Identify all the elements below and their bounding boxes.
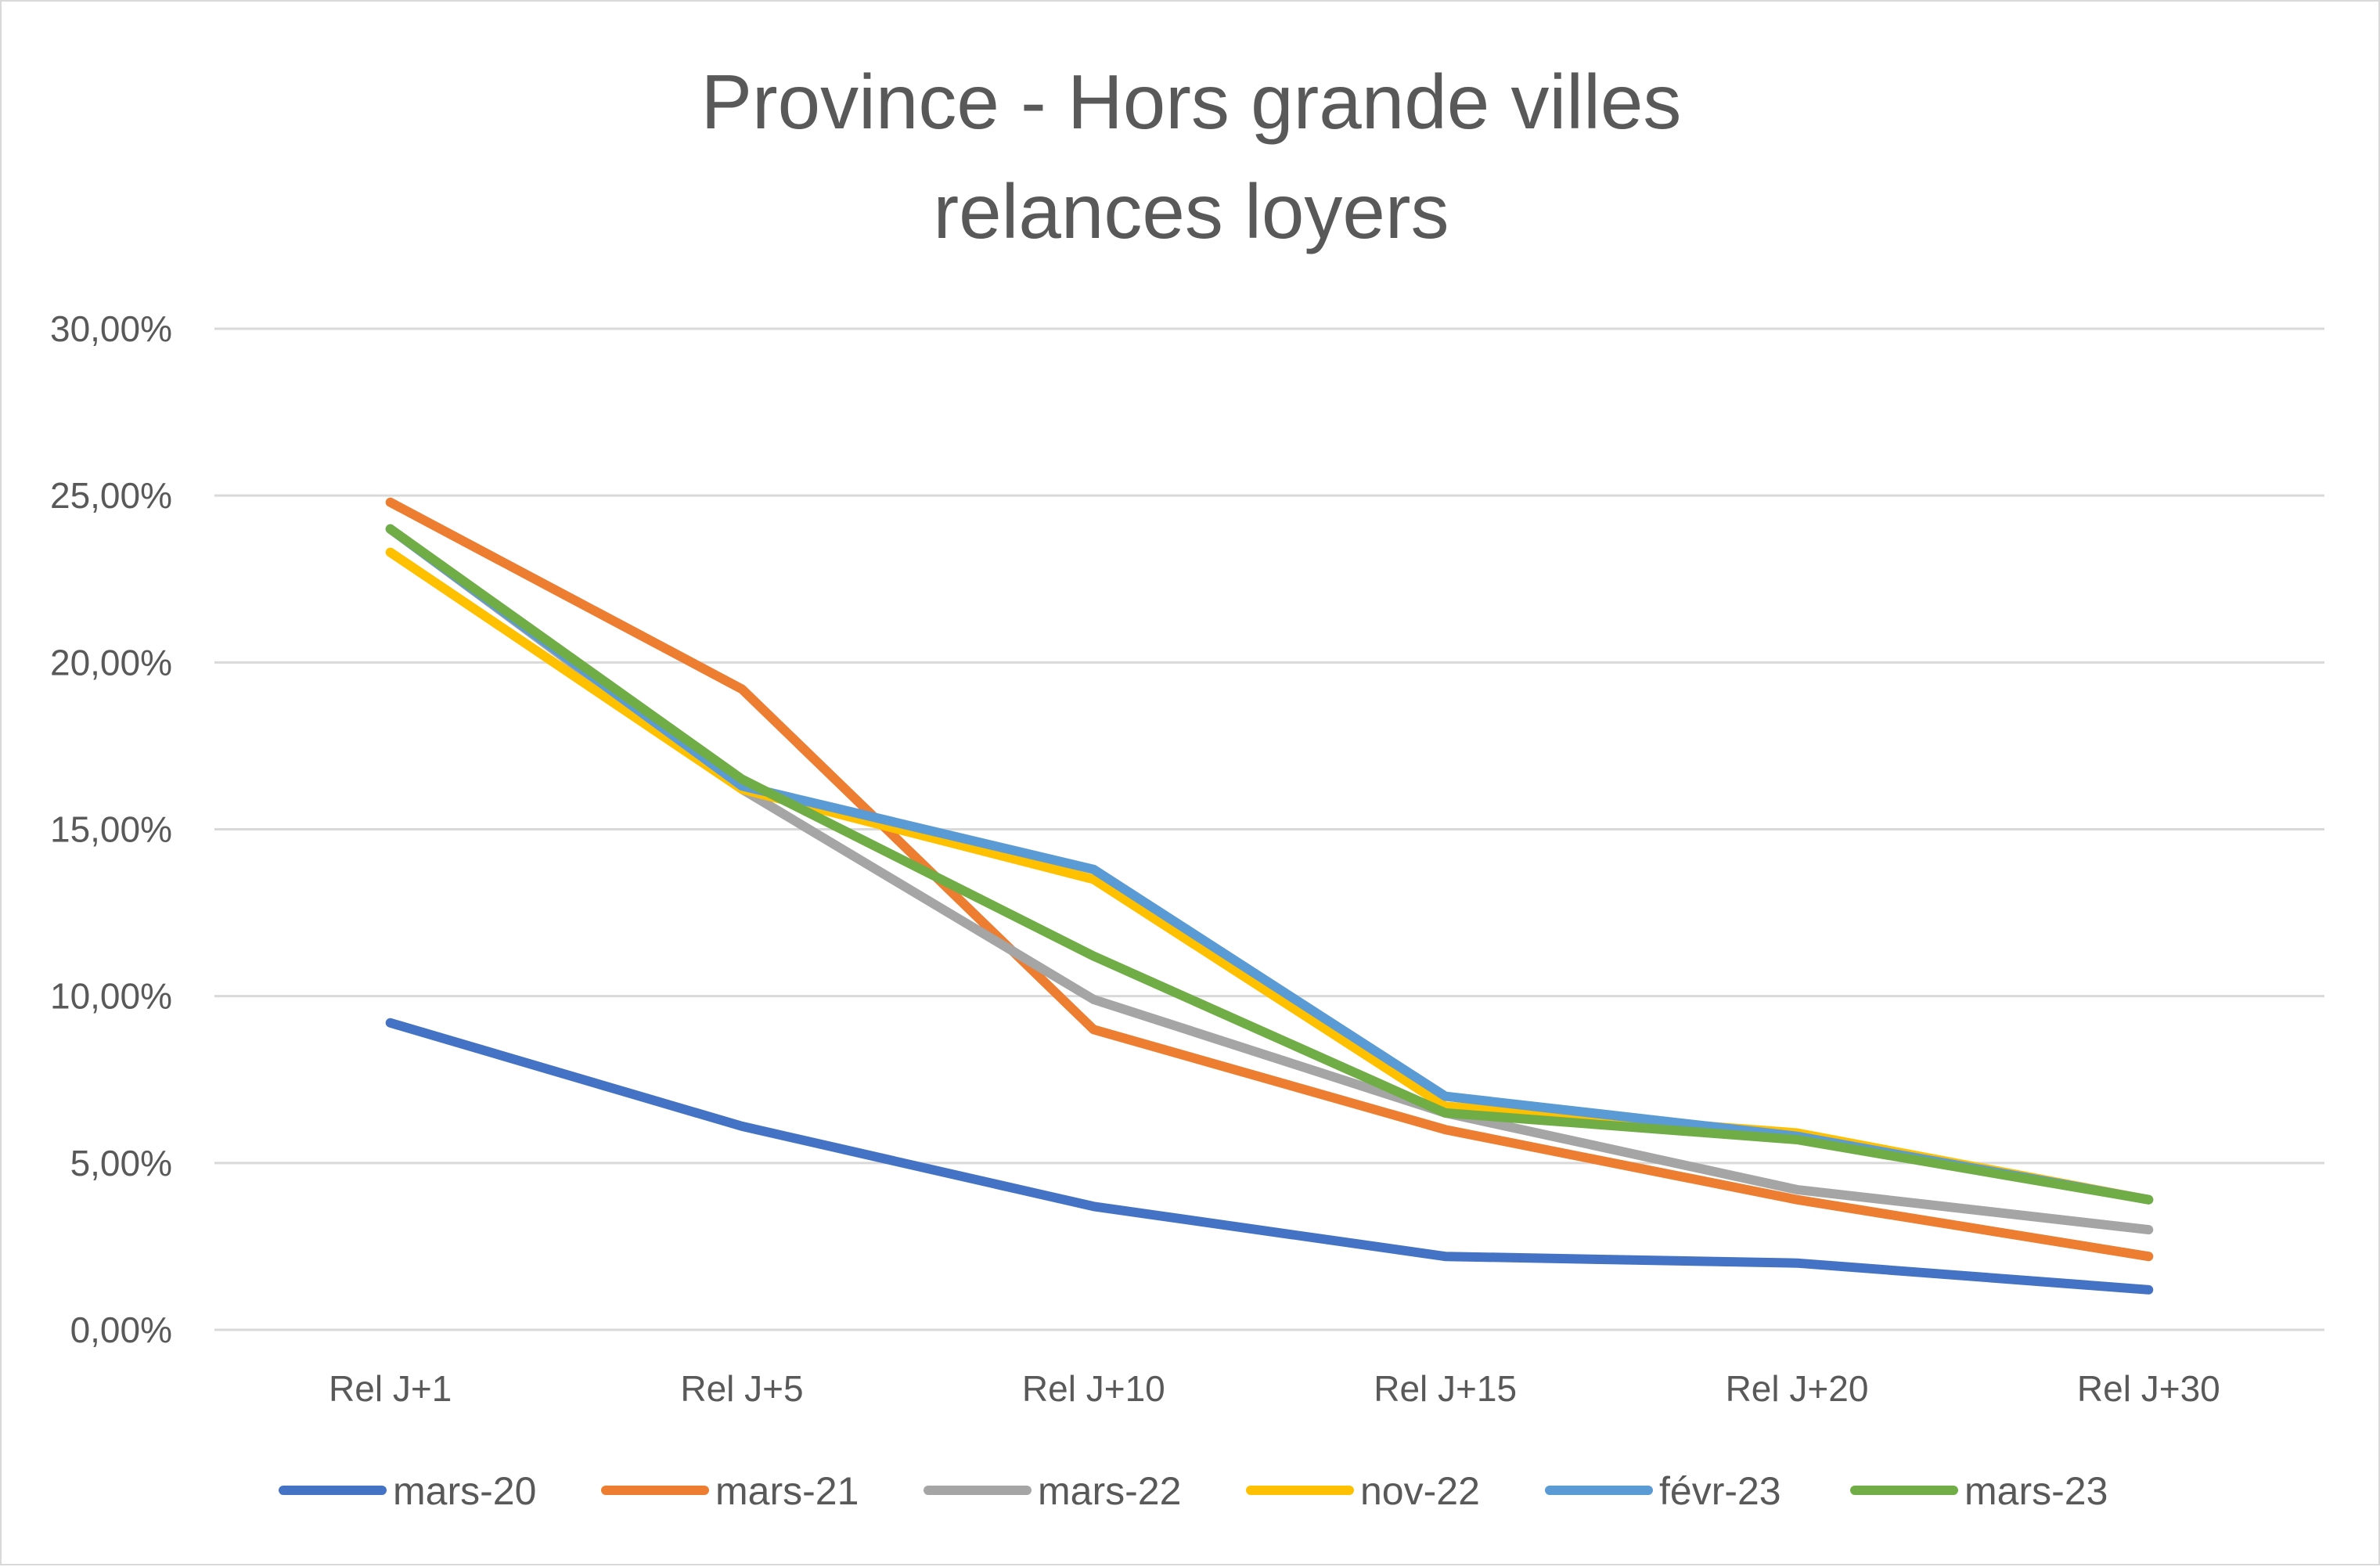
series-line-mars-20	[385, 1018, 2154, 1295]
y-axis-tick-labels: 0,00% 5,00% 10,00% 15,00% 20,00% 25,00% 30,00%	[50, 308, 172, 1350]
legend: mars-20 mars-21 mars-22 nov-22 févr-23 mars-2…	[279, 1469, 2108, 1513]
legend-label-nov-22: nov-22	[1360, 1469, 1480, 1513]
legend-label-mars-21: mars-21	[715, 1469, 859, 1513]
y-tick-label: 5,00%	[70, 1143, 172, 1183]
y-tick-label: 20,00%	[50, 642, 172, 683]
series-line-mars-23	[385, 524, 2154, 1205]
legend-label-mars-20: mars-20	[393, 1469, 536, 1513]
series-lines	[385, 497, 2154, 1295]
x-tick-label: Rel J+10	[1022, 1368, 1165, 1409]
legend-label-mars-23: mars-23	[1964, 1469, 2108, 1513]
y-tick-label: 15,00%	[50, 809, 172, 850]
chart-title-line-2: relances loyers	[933, 168, 1449, 254]
y-tick-label: 0,00%	[70, 1309, 172, 1350]
x-tick-label: Rel J+1	[329, 1368, 452, 1409]
legend-label-mars-22: mars-22	[1038, 1469, 1181, 1513]
legend-label-févr-23: févr-23	[1659, 1469, 1781, 1513]
x-axis-tick-labels: Rel J+1 Rel J+5 Rel J+10 Rel J+15 Rel J+20 Re…	[329, 1368, 2220, 1409]
y-tick-label: 10,00%	[50, 976, 172, 1017]
x-tick-label: Rel J+20	[1726, 1368, 1869, 1409]
chart-title: Province - Hors grande villes relances l…	[701, 59, 1682, 254]
y-tick-label: 25,00%	[50, 475, 172, 516]
chart-title-line-1: Province - Hors grande villes	[701, 59, 1682, 145]
x-tick-label: Rel J+5	[680, 1368, 803, 1409]
series-line-mars-21	[385, 497, 2154, 1262]
x-tick-label: Rel J+30	[2077, 1368, 2220, 1409]
x-tick-label: Rel J+15	[1374, 1368, 1517, 1409]
y-tick-label: 30,00%	[50, 308, 172, 349]
series-line-mars-22	[385, 524, 2154, 1235]
